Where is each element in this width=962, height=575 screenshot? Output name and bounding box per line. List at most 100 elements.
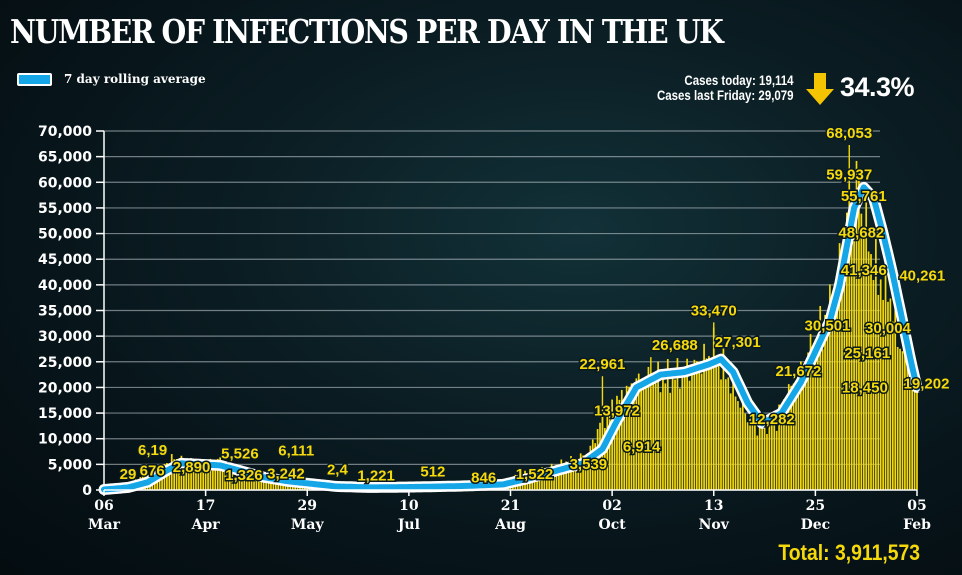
daily-bar [241,474,243,490]
daily-bar [826,318,829,490]
daily-bar [565,461,567,490]
data-label: 2,4 [327,462,349,479]
daily-bar [841,292,843,490]
y-axis: 0 5,000 10,000 15,000 20,000 25,000 30,000 35,0… [38,124,105,499]
daily-bar [662,377,664,490]
y-tick-label: 20,000 [38,380,92,396]
daily-bar [836,280,838,490]
data-label: 55,761 [841,188,887,205]
daily-bar [618,399,621,490]
data-labels: 29 676 2,890 6,19 5,526 6,111 3,242 2,4 1,326 1,2… [118,123,951,488]
daily-bar [195,463,197,490]
x-tick-month: May [291,517,325,533]
daily-bar [645,381,647,490]
daily-bar [596,429,599,490]
y-tick-label: 10,000 [38,432,92,448]
x-tick-day: 02 [602,498,621,514]
daily-bar [582,455,584,490]
daily-bar [209,458,212,490]
data-label: 13,972 [594,402,640,419]
daily-bar [579,453,582,490]
daily-bar [875,230,877,490]
daily-bar [792,383,795,490]
daily-bar [763,419,766,490]
daily-bar [780,408,783,490]
y-tick-label: 0 [82,483,92,499]
daily-bar [260,477,263,490]
data-label: 18,450 [842,379,888,396]
cases-last-friday: Cases last Friday: 29,079 [657,87,794,103]
daily-bar [555,464,558,490]
x-tick-month: Aug [494,517,526,533]
daily-bar [187,465,190,490]
daily-bar [207,463,209,490]
x-tick-month: Oct [599,517,627,533]
daily-bar [676,358,679,490]
daily-bar [790,385,793,490]
rolling-average-outline [98,181,923,495]
daily-bar [698,370,701,490]
data-label: 6,111 [278,443,314,460]
daily-bar [238,475,241,490]
daily-bar [802,372,805,490]
daily-bar [652,382,655,490]
daily-bar [659,392,662,490]
data-label: 30,501 [805,318,851,335]
daily-bar [746,422,749,490]
daily-bar [190,458,192,490]
x-tick-month: Feb [903,517,931,533]
daily-bar [185,461,188,490]
daily-bar [635,378,638,490]
daily-bar [202,463,205,490]
daily-bar [899,348,901,490]
daily-bar [221,460,224,490]
data-label: 1,326 [225,467,263,484]
daily-bar [775,430,778,490]
daily-bar [637,373,640,490]
data-label: 12,282 [749,411,795,428]
data-label: 22,961 [580,356,626,373]
daily-bar [664,383,667,490]
daily-bar [908,386,911,490]
daily-bar [553,466,555,490]
daily-bar [877,294,880,490]
daily-bar [729,393,732,490]
daily-bar [654,383,657,490]
daily-bar [879,279,882,490]
daily-bar [175,459,178,490]
daily-bar [804,367,807,490]
daily-bar [289,484,292,490]
daily-bar [884,245,887,490]
daily-bar [807,352,809,490]
data-label: 40,261 [899,268,945,285]
y-tick-label: 45,000 [38,252,92,268]
daily-bar [623,410,626,490]
y-tick-label: 35,000 [38,304,92,320]
daily-bar [574,459,577,490]
daily-bar [628,386,630,490]
data-label: 846 [471,470,496,487]
daily-bar [833,283,836,490]
y-tick-label: 60,000 [38,175,92,191]
x-tick-day: 05 [907,498,926,514]
y-tick-label: 5,000 [48,457,93,473]
y-tick-label: 15,000 [38,406,92,422]
daily-bar [766,434,768,490]
x-tick-day: 13 [704,498,723,514]
daily-bar [894,297,897,490]
daily-bar [630,383,633,490]
legend-label: 7 day rolling average [64,72,206,86]
data-label: 3,539 [570,456,608,473]
daily-bar [226,468,229,490]
daily-bar [787,384,790,490]
daily-bar [882,299,884,490]
data-label: 676 [140,463,165,480]
daily-bar [604,427,606,490]
daily-bar [756,435,759,490]
daily-bar [770,420,773,490]
daily-bar [173,459,176,490]
daily-bar [212,459,214,490]
data-label: 41,346 [841,262,887,279]
x-tick-day: 10 [399,498,419,514]
daily-bar [896,346,899,490]
